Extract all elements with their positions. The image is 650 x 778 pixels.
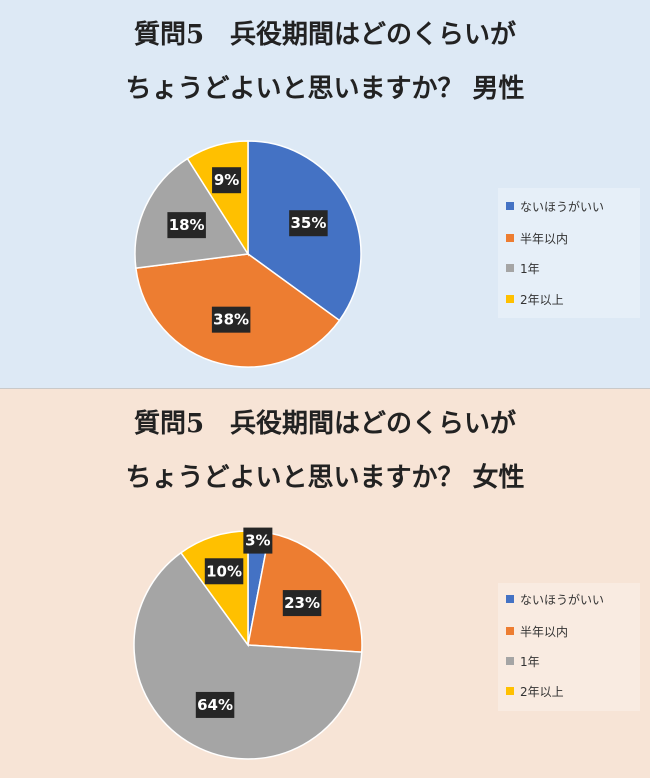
legend-label: 1年 — [520, 261, 540, 276]
data-label-box — [212, 167, 242, 194]
legend-label: 半年以内 — [520, 624, 569, 639]
data-label-text: 9% — [214, 171, 239, 189]
data-label-box — [195, 691, 235, 718]
legend-label: ないほうがいい — [520, 199, 605, 214]
legend-label: 2年以上 — [520, 292, 564, 307]
legend-swatch — [506, 234, 514, 242]
data-label-text: 10% — [206, 562, 242, 580]
pie-slice-one-year — [133, 551, 363, 760]
legend-male: ないほうがいい 半年以内 1年 2年以上 — [498, 188, 640, 318]
legend-label: 2年以上 — [520, 684, 564, 699]
legend-item: ないほうがいい — [506, 196, 604, 216]
legend-label: 1年 — [520, 654, 540, 669]
chart-title-line1: 質問5 兵役期間はどのくらいが — [133, 20, 517, 50]
data-label-half-year: 23% — [282, 590, 322, 617]
data-label-none: 3% — [243, 527, 273, 554]
data-label-box — [211, 306, 251, 333]
legend-swatch — [506, 657, 514, 665]
data-label-box — [243, 527, 273, 554]
legend-item: 2年以上 — [506, 681, 564, 701]
data-label-text: 38% — [213, 311, 249, 329]
chart-panel-female: 質問5 兵役期間はどのくらいが ちょうどよいと思いますか？ 女性 3% 23% 64… — [0, 389, 650, 778]
data-label-two-years-plus: 10% — [204, 558, 244, 585]
data-label-box — [167, 212, 206, 239]
legend-item: ないほうがいい — [506, 589, 604, 609]
chart-title-line1: 質問5 兵役期間はどのくらいが — [133, 409, 517, 439]
chart-title-line2: ちょうどよいと思いますか？ 女性 — [125, 463, 525, 493]
legend-swatch — [506, 295, 514, 303]
data-label-text: 64% — [197, 696, 233, 714]
data-label-text: 3% — [245, 532, 270, 550]
data-label-text: 35% — [290, 214, 326, 232]
data-label-one-year: 64% — [195, 691, 235, 718]
legend-swatch — [506, 687, 514, 695]
data-label-text: 23% — [284, 594, 320, 612]
data-label-box — [204, 558, 244, 585]
legend-label: ないほうがいい — [520, 592, 605, 607]
data-label-half-year: 38% — [211, 306, 251, 333]
legend-item: 2年以上 — [506, 289, 564, 309]
legend-item: 1年 — [506, 651, 540, 671]
data-label-text: 18% — [169, 216, 205, 234]
pie-chart-female: 3% 23% 64% 10% — [133, 527, 363, 760]
legend-female: ないほうがいい 半年以内 1年 2年以上 — [498, 583, 640, 711]
legend-item: 半年以内 — [506, 228, 568, 248]
chart-panel-male: 質問5 兵役期間はどのくらいが ちょうどよいと思いますか？ 男性 35% 38% 1… — [0, 0, 650, 389]
legend-label: 半年以内 — [520, 231, 569, 246]
chart-title-line2: ちょうどよいと思いますか？ 男性 — [125, 74, 525, 104]
data-label-none: 35% — [289, 210, 328, 237]
pie-chart-male: 35% 38% 18% 9% — [134, 140, 362, 368]
data-label-box — [289, 210, 328, 237]
legend-item: 半年以内 — [506, 621, 568, 641]
legend-swatch — [506, 264, 514, 272]
data-label-box — [282, 590, 322, 617]
data-label-one-year: 18% — [167, 212, 206, 239]
legend-swatch — [506, 202, 514, 210]
legend-swatch — [506, 595, 514, 603]
data-label-two-years-plus: 9% — [212, 167, 242, 194]
legend-item: 1年 — [506, 258, 540, 278]
legend-swatch — [506, 627, 514, 635]
